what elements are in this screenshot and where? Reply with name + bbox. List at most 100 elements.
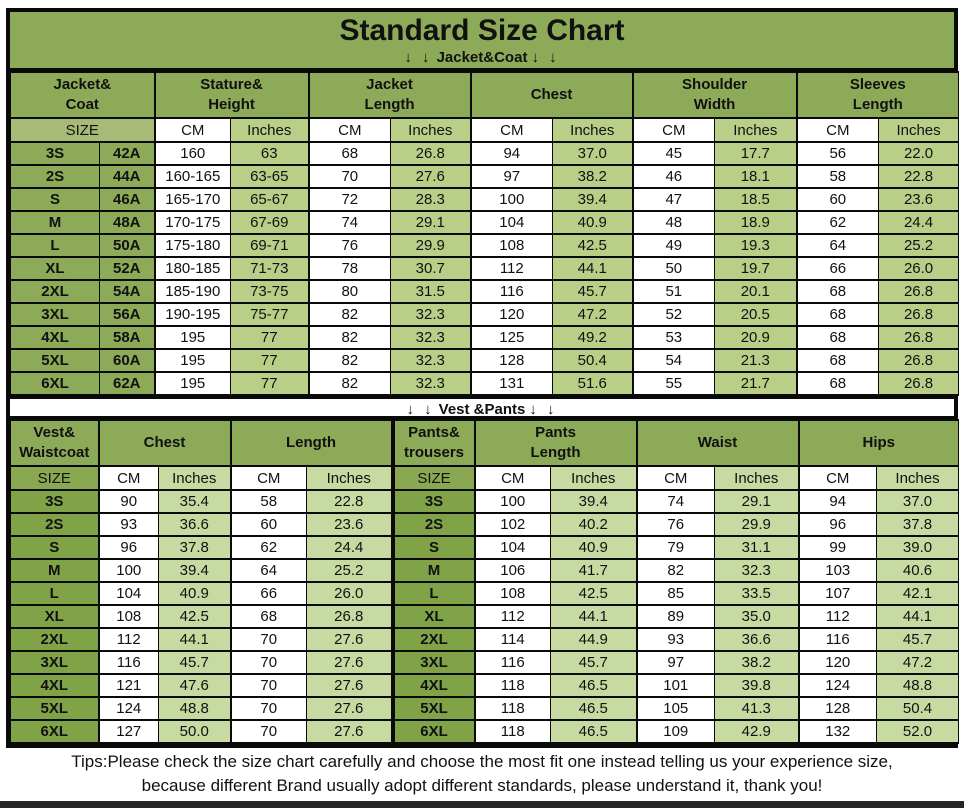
unit-column-header: CM	[473, 465, 551, 491]
value-cell: 185-190	[153, 279, 232, 304]
value-cell: 26.8	[878, 371, 960, 396]
down-arrow-icon: ↓ ↓	[531, 49, 560, 66]
unit-column-header: Inches	[878, 117, 960, 143]
column-group-header: Jacket Length	[307, 71, 472, 119]
value-cell: 18.1	[714, 164, 798, 189]
value-cell: 63	[230, 141, 310, 166]
size-cell: 4XL	[10, 673, 99, 698]
value-cell: 80	[307, 279, 392, 304]
value-cell: 29.9	[390, 233, 472, 258]
table-row: 3S 42A 160 63 68 26.8 94 37.0 45 17.7 56 22.0	[10, 141, 960, 166]
vest-pants-banner: ↓ ↓ Vest &Pants ↓ ↓	[10, 396, 954, 419]
value-cell: 40.9	[158, 581, 231, 606]
value-cell: 124	[797, 673, 878, 698]
value-cell: 94	[469, 141, 554, 166]
value-cell: 100	[473, 489, 551, 514]
value-cell: 106	[473, 558, 551, 583]
value-cell: 100	[97, 558, 159, 583]
table-row: 6XL 127 50.0 70 27.6 6XL 118 46.5 109 42.9 132 52.0	[10, 719, 960, 744]
column-group-header: Pants Length	[473, 419, 637, 467]
value-cell: 18.5	[714, 187, 798, 212]
value-cell: 42.1	[876, 581, 960, 606]
value-cell: 38.2	[713, 650, 800, 675]
unit-column-header: CM	[631, 117, 716, 143]
size-cell: XL	[10, 256, 100, 281]
value-cell: 27.6	[306, 650, 393, 675]
value-cell: 47.2	[552, 302, 634, 327]
bottom-bar	[0, 801, 964, 808]
value-cell: 105	[635, 696, 715, 721]
size-cell: 2S	[10, 512, 99, 537]
value-cell: 19.3	[714, 233, 798, 258]
size-cell: M	[10, 558, 99, 583]
value-cell: 22.0	[878, 141, 960, 166]
value-cell: 175-180	[153, 233, 232, 258]
value-cell: 67-69	[230, 210, 310, 235]
value-cell: 70	[229, 719, 307, 744]
table-row: 3XL 116 45.7 70 27.6 3XL 116 45.7 97 38.2 120 47.2	[10, 650, 960, 675]
value-cell: 112	[797, 604, 878, 629]
value-cell: 46.5	[550, 696, 637, 721]
value-cell: 42.5	[552, 233, 634, 258]
down-arrow-icon: ↓ ↓	[529, 401, 558, 418]
value-cell: 74	[307, 210, 392, 235]
value-cell: 23.6	[878, 187, 960, 212]
value-cell: 45	[631, 141, 716, 166]
value-cell: 19.7	[714, 256, 798, 281]
size-cell: 2XL	[10, 279, 100, 304]
value-cell: 60	[795, 187, 880, 212]
unit-column-header: CM	[469, 117, 554, 143]
value-cell: 116	[473, 650, 551, 675]
value-cell: 62	[229, 535, 307, 560]
value-cell: 35.4	[158, 489, 231, 514]
value-cell: 103	[797, 558, 878, 583]
value-cell: 31.1	[713, 535, 800, 560]
value-cell: 76	[307, 233, 392, 258]
value-cell: 78	[307, 256, 392, 281]
size-cell: 6XL	[390, 719, 475, 744]
value-cell: 108	[473, 581, 551, 606]
unit-column-header: Inches	[713, 465, 800, 491]
unit-column-header: Inches	[306, 465, 393, 491]
value-cell: 29.9	[713, 512, 800, 537]
value-cell: 26.0	[306, 581, 393, 606]
value-cell: 37.8	[158, 535, 231, 560]
value-cell: 82	[307, 348, 392, 373]
value-cell: 47.2	[876, 650, 960, 675]
value-cell: 132	[797, 719, 878, 744]
value-cell: 29.1	[713, 489, 800, 514]
value-cell: 25.2	[306, 558, 393, 583]
value-cell: 116	[797, 627, 878, 652]
value-cell: 114	[473, 627, 551, 652]
unit-column-header: CM	[307, 117, 392, 143]
value-cell: 27.6	[306, 627, 393, 652]
size-cell: XL	[10, 604, 99, 629]
value-cell: 46.5	[550, 719, 637, 744]
size-cell: 6XL	[10, 719, 99, 744]
value-cell: 104	[97, 581, 159, 606]
tips-line-1: Tips:Please check the size chart careful…	[71, 752, 893, 771]
table-row: 2XL 54A 185-190 73-75 80 31.5 116 45.7 51 20.1 68 2…	[10, 279, 960, 304]
value-cell: 118	[473, 673, 551, 698]
size-cell: S	[390, 535, 475, 560]
value-cell: 54	[631, 348, 716, 373]
value-cell: 40.9	[550, 535, 637, 560]
value-cell: 46.5	[550, 673, 637, 698]
column-group-header: Jacket& Coat	[9, 71, 156, 119]
value-cell: 82	[635, 558, 715, 583]
value-cell: 64	[795, 233, 880, 258]
value-cell: 21.7	[714, 371, 798, 396]
table-row: XL 52A 180-185 71-73 78 30.7 112 44.1 50 19.7 66 26…	[10, 256, 960, 281]
unit-column-header: Inches	[158, 465, 231, 491]
table-row: 3XL 56A 190-195 75-77 82 32.3 120 47.2 52 20.5 68 2…	[10, 302, 960, 327]
column-group-header: Vest& Waistcoat	[10, 419, 99, 467]
unit-column-header: CM	[797, 465, 878, 491]
value-cell: 20.1	[714, 279, 798, 304]
value-cell: 49.2	[552, 325, 634, 350]
value-cell: 42.9	[713, 719, 800, 744]
value-cell: 128	[797, 696, 878, 721]
size-cell: 6XL	[10, 371, 100, 396]
value-cell: 45.7	[876, 627, 960, 652]
unit-column-header: Inches	[550, 465, 637, 491]
unit-column-header: Inches	[876, 465, 960, 491]
